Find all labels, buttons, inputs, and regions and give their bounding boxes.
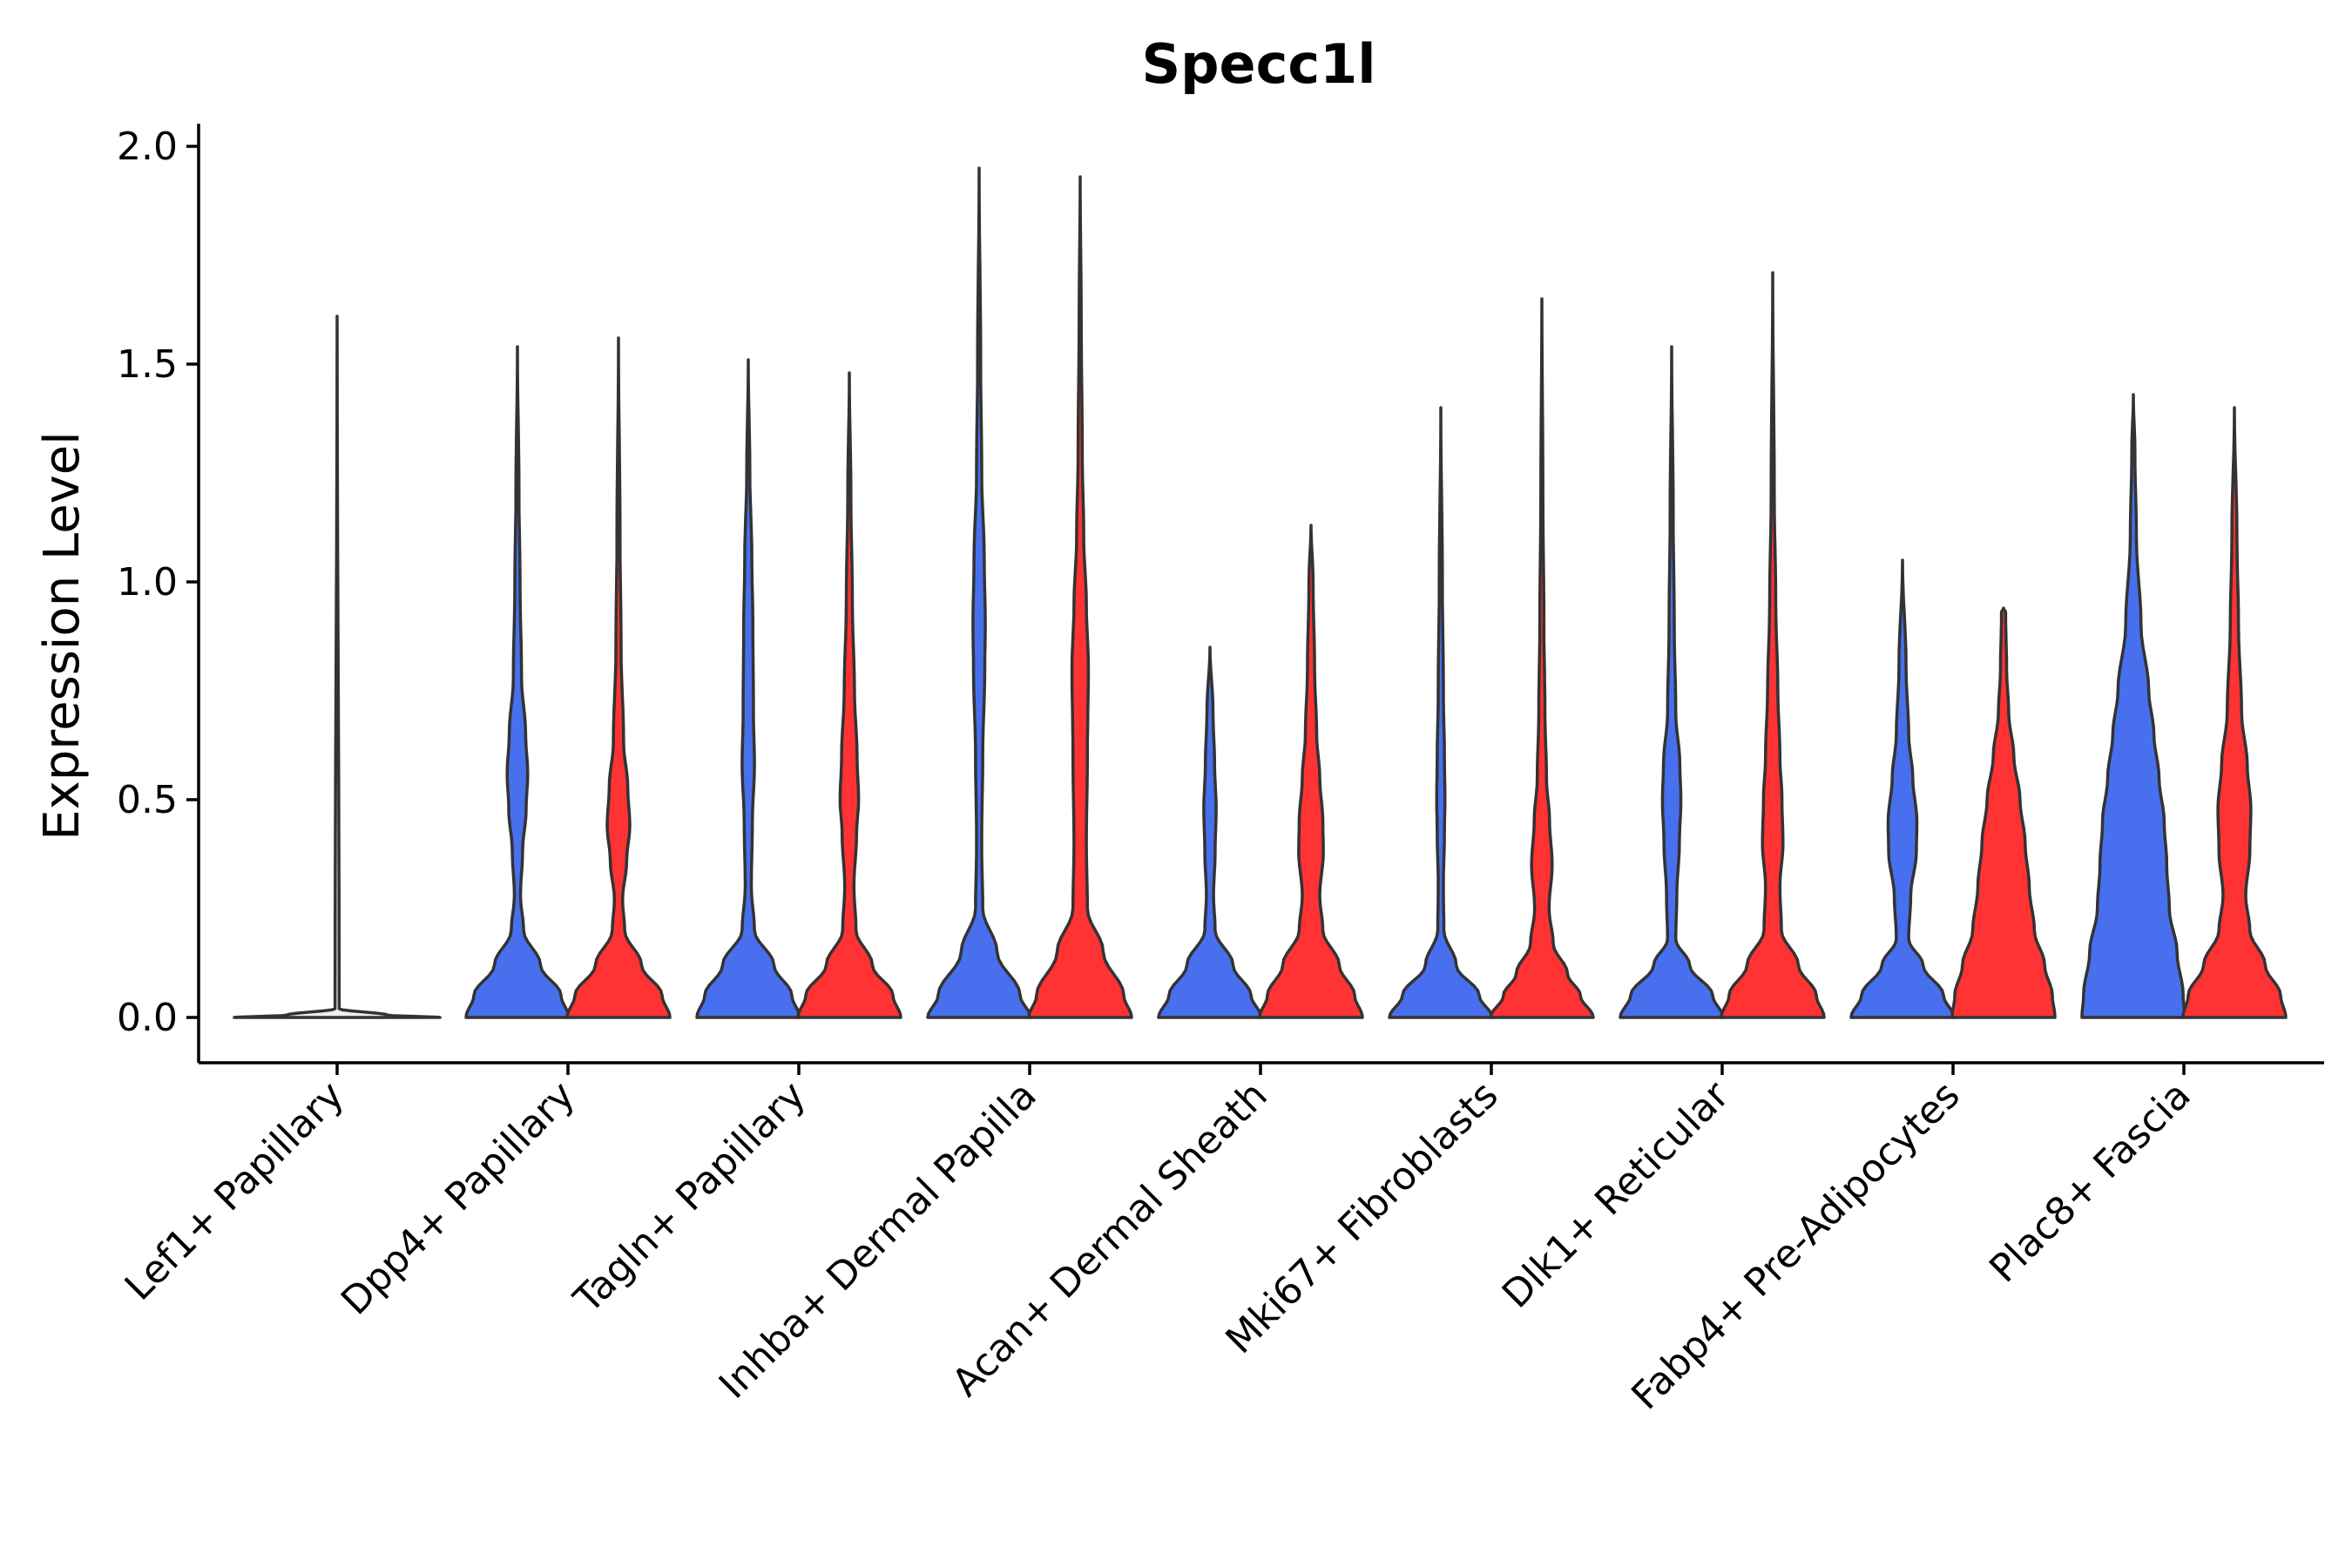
x-tick-label: Dpp4+ Papillary bbox=[333, 1073, 584, 1324]
violin-group1-2 bbox=[695, 358, 801, 1019]
violin-group1-5 bbox=[1388, 406, 1494, 1019]
violin-group1-1 bbox=[464, 345, 571, 1019]
violin-group2-8 bbox=[2181, 406, 2288, 1019]
violin-group1-4 bbox=[1157, 645, 1263, 1019]
x-tick-label: Dlk1+ Reticular bbox=[1494, 1072, 1739, 1317]
violin-group2-6 bbox=[1720, 271, 1826, 1019]
violin-group2-7 bbox=[1950, 606, 2057, 1019]
violin-group2-2 bbox=[796, 371, 902, 1019]
violin-group2-5 bbox=[1489, 297, 1595, 1019]
chart-title: Specc1l bbox=[1142, 32, 1376, 96]
violin-group2-4 bbox=[1258, 524, 1364, 1019]
y-axis-label: Expression Level bbox=[34, 431, 91, 841]
y-tick-label: 1.0 bbox=[117, 560, 178, 605]
x-tick-label: Plac8+ Fascia bbox=[1981, 1073, 2200, 1292]
x-tick-label: Tagln+ Papillary bbox=[565, 1073, 814, 1322]
y-tick-label: 1.5 bbox=[117, 342, 178, 387]
y-tick-label: 2.0 bbox=[117, 125, 178, 169]
violin-group2-1 bbox=[565, 336, 672, 1019]
violin-group1-7 bbox=[1849, 558, 1956, 1019]
violin-group2-3 bbox=[1027, 175, 1133, 1019]
y-axis: 0.0 0.5 1.0 1.5 2.0 bbox=[117, 124, 200, 1063]
violin-group1-6 bbox=[1619, 345, 1725, 1019]
violin-single-0 bbox=[233, 314, 442, 1019]
y-tick-label: 0.5 bbox=[117, 778, 178, 822]
violin-layer bbox=[233, 166, 2288, 1019]
violin-group1-8 bbox=[2080, 393, 2186, 1019]
x-tick-label: Lef1+ Papillary bbox=[117, 1073, 353, 1309]
violin-group1-3 bbox=[926, 166, 1032, 1019]
y-tick-label: 0.0 bbox=[117, 996, 178, 1040]
